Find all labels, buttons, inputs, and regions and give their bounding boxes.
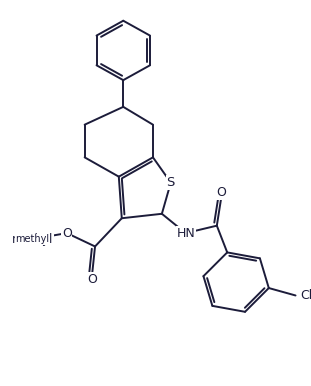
Text: O: O	[216, 186, 226, 200]
Text: Cl: Cl	[300, 289, 311, 302]
Text: O: O	[87, 273, 97, 286]
Text: HN: HN	[176, 227, 195, 240]
Text: methyl: methyl	[16, 234, 50, 244]
Text: S: S	[167, 176, 175, 189]
Text: methyl: methyl	[12, 232, 53, 245]
Text: O: O	[62, 227, 72, 240]
